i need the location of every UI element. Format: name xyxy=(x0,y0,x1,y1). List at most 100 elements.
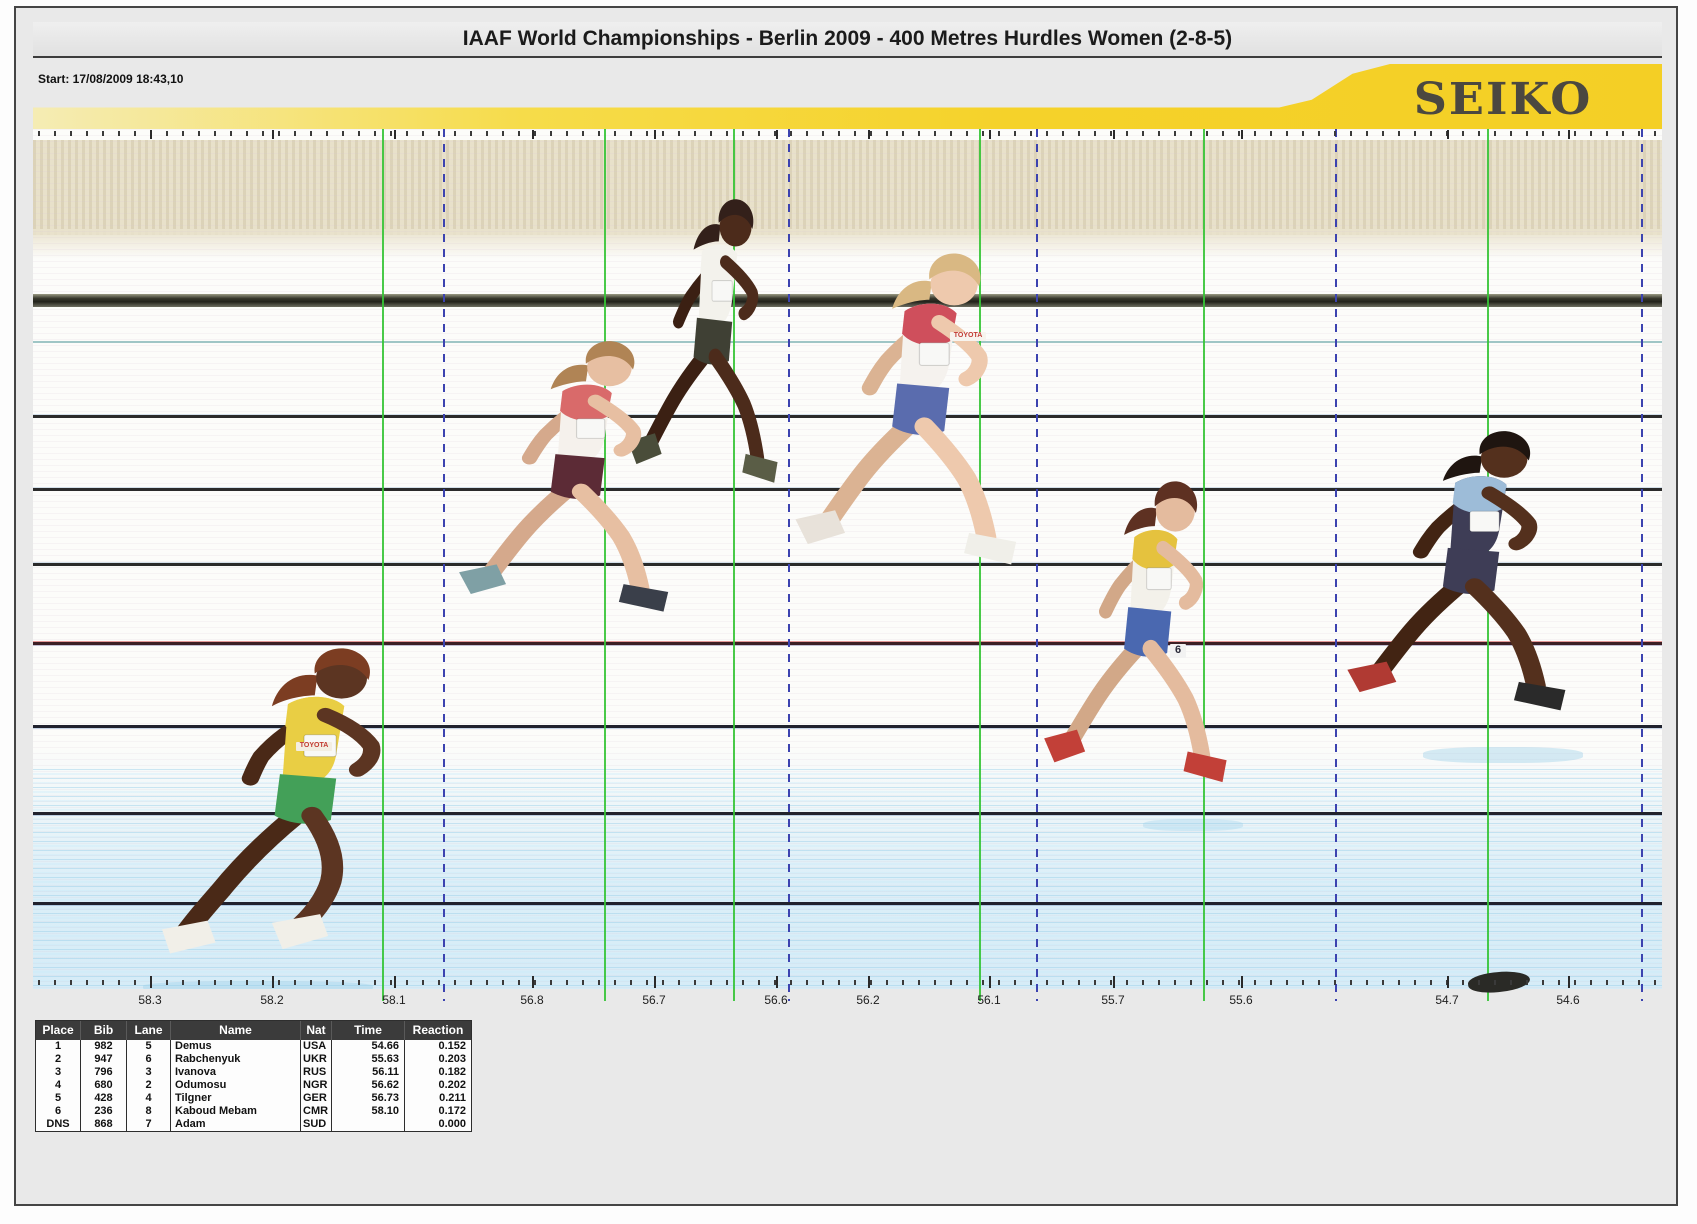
results-cell: 3 xyxy=(127,1066,171,1079)
results-cell: Adam xyxy=(171,1118,301,1131)
results-cell: 4 xyxy=(127,1092,171,1105)
results-cell: 55.63 xyxy=(332,1053,405,1066)
results-cell: Odumosu xyxy=(171,1079,301,1092)
runner-demus xyxy=(1340,428,1585,753)
timeline-major-tick xyxy=(654,130,656,139)
lane-line xyxy=(33,563,1662,566)
timeline-ticks-top xyxy=(38,131,1658,136)
results-cell: 2 xyxy=(127,1079,171,1092)
motion-smear xyxy=(1423,747,1583,763)
motion-smear xyxy=(1143,819,1243,831)
results-cell: 0.203 xyxy=(438,1053,466,1065)
results-cell: 8 xyxy=(127,1105,171,1118)
results-cell: 7 xyxy=(127,1118,171,1131)
timeline-major-tick xyxy=(532,976,534,988)
results-row: 4 680 2 Odumosu NGR 56.62 0.202 xyxy=(36,1079,471,1092)
results-cell: UKR xyxy=(301,1053,332,1066)
splice-line xyxy=(382,129,384,1001)
timeline-tick-label: 54.7 xyxy=(1435,993,1459,1007)
results-cell: 796 xyxy=(81,1066,127,1079)
results-cell: CMR xyxy=(301,1105,332,1118)
results-column-header: Place xyxy=(36,1021,81,1040)
timeline-tick-label: 54.6 xyxy=(1556,993,1580,1007)
results-cell: 5 xyxy=(36,1092,81,1105)
results-cell: 3 xyxy=(36,1066,81,1079)
results-cell: DNS xyxy=(36,1118,81,1131)
timeline-major-tick xyxy=(1113,976,1115,988)
results-cell: 58.10 xyxy=(332,1105,405,1118)
results-column-header: Lane xyxy=(127,1021,171,1040)
time-cursor-line xyxy=(788,129,790,1001)
timeline-major-tick xyxy=(654,976,656,988)
results-table-body: 1 982 5 Demus USA 54.66 0.152 2 947 6 Rabchenyuk UK… xyxy=(36,1040,471,1131)
timeline-tick-label: 58.2 xyxy=(260,993,284,1007)
results-cell: 56.73 xyxy=(332,1092,405,1105)
timeline-major-tick xyxy=(1568,130,1570,139)
bib-text: TOYOTA xyxy=(296,742,332,751)
timeline-tick-label: 56.6 xyxy=(764,993,788,1007)
results-cell: NGR xyxy=(301,1079,332,1092)
lane-line xyxy=(33,294,1662,307)
page-title: IAAF World Championships - Berlin 2009 -… xyxy=(462,27,1233,50)
timeline-major-tick xyxy=(150,130,152,139)
results-cell: GER xyxy=(301,1092,332,1105)
timeline-major-tick xyxy=(989,130,991,139)
results-cell: 56.11 xyxy=(332,1066,405,1079)
header-bar: IAAF World Championships - Berlin 2009 -… xyxy=(33,22,1662,58)
lane-line xyxy=(33,642,1662,645)
results-cell: RUS xyxy=(301,1066,332,1079)
timeline-major-tick xyxy=(394,130,396,139)
lane-line xyxy=(33,812,1662,815)
splice-line xyxy=(1203,129,1205,1001)
timeline-tick-label: 56.8 xyxy=(520,993,544,1007)
results-cell: Ivanova xyxy=(171,1066,301,1079)
time-cursor-line xyxy=(443,129,445,1001)
splice-line xyxy=(979,129,981,1001)
bib-text: 6 xyxy=(1170,644,1186,658)
timeline-major-tick xyxy=(776,976,778,988)
results-column-header: Name xyxy=(171,1021,301,1040)
time-cursor-line xyxy=(1335,129,1337,1001)
time-cursor-line xyxy=(1036,129,1038,1001)
results-cell: 54.66 xyxy=(332,1040,405,1053)
start-time-label: Start: 17/08/2009 18:43,10 xyxy=(38,72,184,86)
results-row: 5 428 4 Tilgner GER 56.73 0.211 xyxy=(36,1092,471,1105)
timeline-major-tick xyxy=(150,976,152,988)
splice-line xyxy=(604,129,606,1001)
timeline-tick-label: 56.2 xyxy=(856,993,880,1007)
timeline-major-tick xyxy=(532,130,534,139)
results-row: 2 947 6 Rabchenyuk UKR 55.63 0.203 xyxy=(36,1053,471,1066)
results-cell: 2 xyxy=(36,1053,81,1066)
lane-line xyxy=(33,902,1662,905)
results-column-header: Nat xyxy=(301,1021,332,1040)
runner-kaboud-mebam xyxy=(162,645,430,995)
runner-tilgner xyxy=(452,338,687,653)
timeline-tick-label: 55.6 xyxy=(1229,993,1253,1007)
timeline-major-tick xyxy=(1568,976,1570,988)
timeline-major-tick xyxy=(272,130,274,139)
results-column-header: Reaction xyxy=(412,1023,464,1037)
results-cell: Demus xyxy=(171,1040,301,1053)
photo-finish-image xyxy=(33,129,1662,989)
results-cell xyxy=(332,1118,405,1131)
lane-line xyxy=(33,341,1662,343)
results-cell: 6 xyxy=(36,1105,81,1118)
lane-line xyxy=(33,725,1662,728)
results-cell: Tilgner xyxy=(171,1092,301,1105)
runner-rabchenyuk xyxy=(1038,478,1243,828)
timeline-major-tick xyxy=(989,976,991,988)
results-cell: 868 xyxy=(81,1118,127,1131)
results-cell: 4 xyxy=(36,1079,81,1092)
results-cell: Rabchenyuk xyxy=(171,1053,301,1066)
timeline-major-tick xyxy=(1447,976,1449,988)
timeline-major-tick xyxy=(868,130,870,139)
lane-line xyxy=(33,415,1662,418)
runner-ivanova xyxy=(788,250,1036,612)
stands-blur-band xyxy=(33,140,1662,235)
seiko-logo: SEIKO xyxy=(1413,73,1593,125)
timeline-major-tick xyxy=(1447,130,1449,139)
results-cell: 947 xyxy=(81,1053,127,1066)
timeline-major-tick xyxy=(394,976,396,988)
timeline-major-tick xyxy=(1113,130,1115,139)
